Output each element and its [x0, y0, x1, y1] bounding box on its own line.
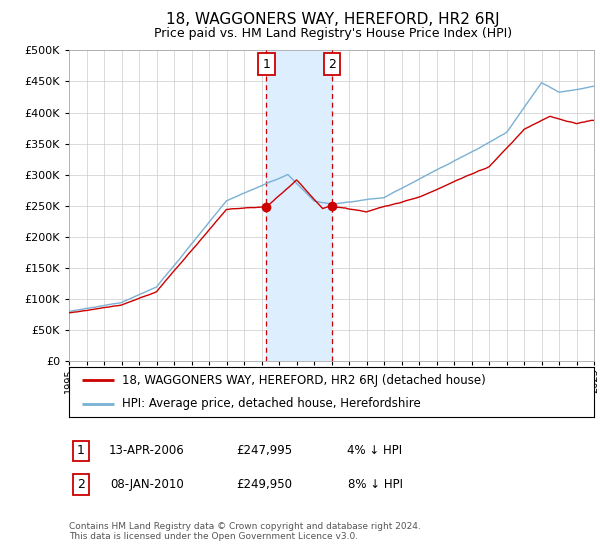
Text: 2: 2: [77, 478, 85, 491]
Text: HPI: Average price, detached house, Herefordshire: HPI: Average price, detached house, Here…: [121, 397, 420, 410]
Bar: [266, 50, 332, 361]
Text: Contains HM Land Registry data © Crown copyright and database right 2024.
This d: Contains HM Land Registry data © Crown c…: [69, 522, 421, 542]
Text: 08-JAN-2010: 08-JAN-2010: [110, 478, 184, 491]
Text: 1: 1: [262, 58, 271, 71]
Text: 4% ↓ HPI: 4% ↓ HPI: [347, 444, 403, 458]
Text: 2: 2: [328, 58, 336, 71]
Text: 18, WAGGONERS WAY, HEREFORD, HR2 6RJ: 18, WAGGONERS WAY, HEREFORD, HR2 6RJ: [166, 12, 500, 27]
Text: £249,950: £249,950: [236, 478, 292, 491]
Text: Price paid vs. HM Land Registry's House Price Index (HPI): Price paid vs. HM Land Registry's House …: [154, 27, 512, 40]
Text: 18, WAGGONERS WAY, HEREFORD, HR2 6RJ (detached house): 18, WAGGONERS WAY, HEREFORD, HR2 6RJ (de…: [121, 374, 485, 387]
Text: £247,995: £247,995: [236, 444, 292, 458]
Text: 1: 1: [77, 444, 85, 458]
Text: 13-APR-2006: 13-APR-2006: [109, 444, 185, 458]
Text: 8% ↓ HPI: 8% ↓ HPI: [347, 478, 403, 491]
